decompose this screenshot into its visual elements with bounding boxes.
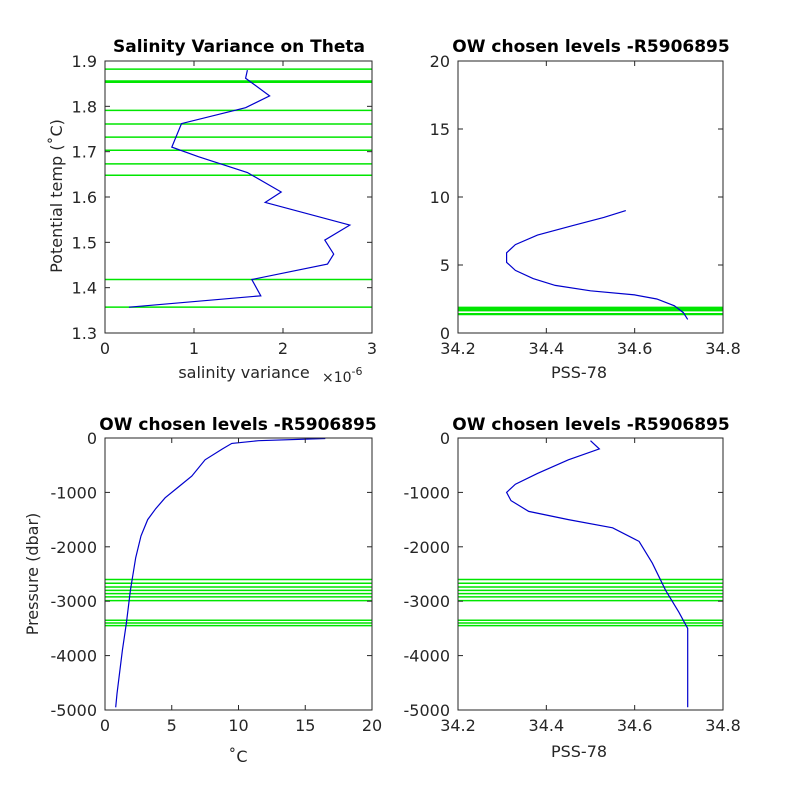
y-tick-label: 10 xyxy=(430,188,450,207)
plot-area xyxy=(458,438,723,710)
ylabel-group: Potential temp (˚C) xyxy=(47,119,66,273)
y-tick-label: 0 xyxy=(87,429,97,448)
x-tick-label: 34.4 xyxy=(529,716,565,735)
profile-line xyxy=(115,438,326,708)
panel-ow-levels-salinity-theta: OW chosen levels -R5906895 PSS-78 34.2 34… xyxy=(430,37,741,382)
y-tick-label: -5000 xyxy=(404,701,451,720)
chart-title: OW chosen levels -R5906895 xyxy=(452,37,729,57)
plot-area xyxy=(105,61,372,333)
x-tick-label: 20 xyxy=(362,716,382,735)
panel-salinity-variance: Salinity Variance on Theta Potential tem… xyxy=(47,37,377,386)
y-tick-label: 1.3 xyxy=(72,324,97,343)
y-tick-label: -2000 xyxy=(51,538,98,557)
y-tick-label: 1.7 xyxy=(72,143,97,162)
plot-area xyxy=(458,61,723,333)
panel-ow-levels-temp-pressure: OW chosen levels -R5906895 Pressure (dba… xyxy=(23,415,382,766)
panel-ow-levels-salinity-pressure: OW chosen levels -R5906895 PSS-78 34.2 34… xyxy=(404,415,741,761)
profile-line xyxy=(506,210,689,320)
profile-line xyxy=(505,440,689,708)
x-tick-label: 2 xyxy=(278,339,288,358)
y-tick-label: -1000 xyxy=(51,483,98,502)
y-tick-label: 1.8 xyxy=(72,97,97,116)
y-tick-label: 1.9 xyxy=(72,52,97,71)
x-tick-label: 34.2 xyxy=(440,716,476,735)
chart-title: Salinity Variance on Theta xyxy=(113,37,365,57)
y-tick-label: 0 xyxy=(440,324,450,343)
x-tick-label: 10 xyxy=(228,716,248,735)
x-tick-label: 34.6 xyxy=(617,339,653,358)
x-tick-label: 5 xyxy=(167,716,177,735)
axes-box xyxy=(457,437,724,711)
x-tick-label: 3 xyxy=(367,339,377,358)
y-tick-label: 0 xyxy=(440,429,450,448)
x-tick-label: 15 xyxy=(295,716,315,735)
x-tick-label: 34.8 xyxy=(705,716,741,735)
y-tick-label: 20 xyxy=(430,52,450,71)
y-tick-label: -4000 xyxy=(404,647,451,666)
y-tick-label: 1.6 xyxy=(72,188,97,207)
ylabel-group: Pressure (dbar) xyxy=(23,513,42,636)
y-axis-label: Potential temp (˚C) xyxy=(47,119,66,273)
plot-marks xyxy=(458,440,723,708)
x-axis-label: ˚C xyxy=(228,747,247,766)
y-tick-label: -1000 xyxy=(404,483,451,502)
x-tick-label: 1 xyxy=(189,339,199,358)
x-tick-label: 34.2 xyxy=(440,339,476,358)
y-tick-label: 1.5 xyxy=(72,233,97,252)
y-tick-label: -2000 xyxy=(404,538,451,557)
plot-area xyxy=(105,438,372,710)
x-tick-label: 34.8 xyxy=(705,339,741,358)
x-tick-label: 34.6 xyxy=(617,716,653,735)
plot-marks xyxy=(105,68,372,308)
x-axis-label: PSS-78 xyxy=(551,742,607,761)
y-tick-label: -3000 xyxy=(404,592,451,611)
x-tick-label: 0 xyxy=(100,716,110,735)
profile-line xyxy=(128,69,352,308)
chart-title: OW chosen levels -R5906895 xyxy=(452,415,729,435)
plot-marks xyxy=(105,438,372,708)
x-tick-label: 0 xyxy=(100,339,110,358)
y-tick-label: -5000 xyxy=(51,701,98,720)
x-tick-label: 34.4 xyxy=(529,339,565,358)
plot-marks xyxy=(458,210,723,320)
y-axis-label: Pressure (dbar) xyxy=(23,513,42,636)
chart-title: OW chosen levels -R5906895 xyxy=(99,415,376,435)
x-axis-label: PSS-78 xyxy=(551,363,607,382)
y-tick-label: -4000 xyxy=(51,647,98,666)
y-tick-label: 1.4 xyxy=(72,279,97,298)
y-tick-label: 15 xyxy=(430,120,450,139)
y-tick-label: -3000 xyxy=(51,592,98,611)
y-tick-label: 5 xyxy=(440,256,450,275)
x-axis-label: salinity variance xyxy=(178,363,309,382)
x-exponent-label: ×10-6 xyxy=(322,365,363,386)
